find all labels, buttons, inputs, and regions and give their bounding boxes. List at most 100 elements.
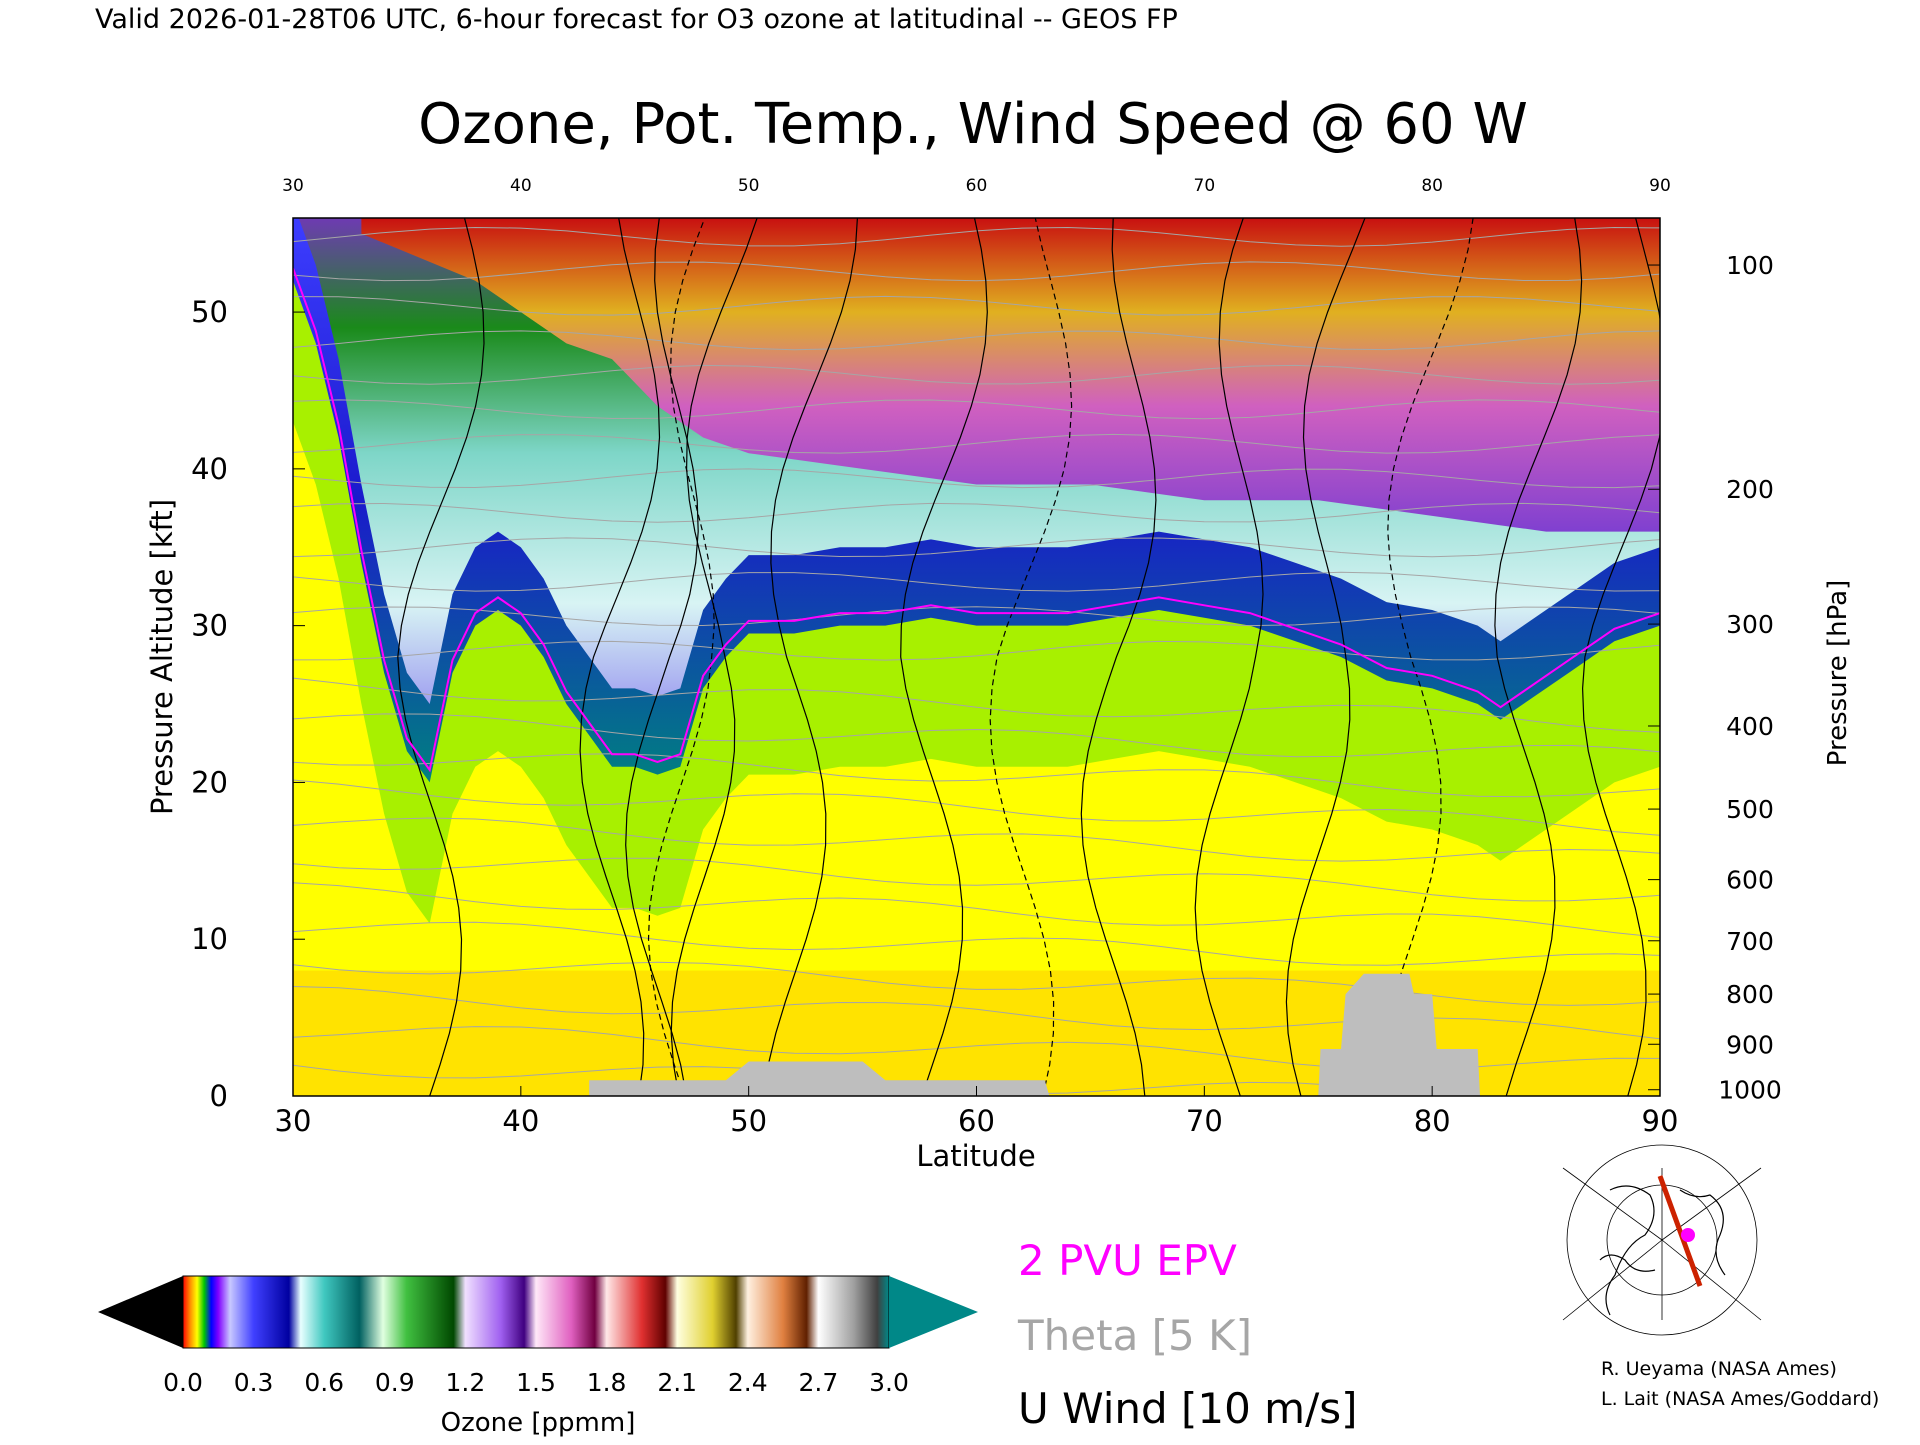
y-axis: 0 10 20 30 40 50 — [191, 295, 305, 1113]
u-wind-contour — [670, 218, 758, 1096]
pressure-tick-label: 600 — [1726, 866, 1774, 895]
credit-line-2: L. Lait (NASA Ames/Goddard) — [1601, 1388, 1879, 1410]
pressure-tick-label: 200 — [1726, 475, 1774, 504]
x-tick-label: 60 — [958, 1104, 995, 1138]
theta-contour — [293, 817, 1660, 862]
u-wind-contours — [397, 218, 1660, 1096]
y-tick-label: 30 — [191, 609, 228, 643]
x-tick-label: 70 — [1186, 1104, 1223, 1138]
theta-contour — [293, 640, 1660, 661]
colorbar-low-arrow — [98, 1276, 183, 1348]
y-tick-label: 0 — [210, 1079, 228, 1113]
y-tick-label: 50 — [191, 295, 228, 329]
theta-contour — [293, 433, 1660, 454]
colorbar-gradient — [182, 1275, 890, 1349]
u-wind-contour — [1581, 218, 1660, 1096]
colorbar-tick-label: 0.9 — [375, 1368, 415, 1397]
x-top-tick-label: 60 — [966, 176, 988, 196]
colorbar-tick-label: 2.4 — [728, 1368, 768, 1397]
chart-title: Ozone, Pot. Temp., Wind Speed @ 60 W — [418, 92, 1528, 157]
theta-contour — [293, 295, 1660, 316]
theta-contour — [293, 779, 1660, 836]
theta-contour — [293, 882, 1660, 938]
right-axis-label: Pressure [hPa] — [1823, 580, 1853, 767]
theta-contour — [293, 713, 1660, 758]
polar-map-icon — [1562, 1144, 1762, 1336]
theta-contour — [293, 364, 1660, 385]
theta-contours — [293, 226, 1660, 1096]
colorbar-tick-label: 1.2 — [446, 1368, 486, 1397]
u-wind-contour — [900, 218, 988, 1096]
theta-contour — [293, 226, 1660, 247]
theta-contour — [293, 857, 1660, 902]
colorbar-high-arrow — [889, 1276, 978, 1348]
legend-epv: 2 PVU EPV — [1018, 1236, 1237, 1285]
pressure-tick-label: 800 — [1726, 980, 1774, 1009]
x-tick-label: 90 — [1642, 1104, 1679, 1138]
theta-contour — [293, 921, 1660, 966]
theta-contour — [293, 261, 1660, 282]
ozone-colorbar: 0.0 0.3 0.6 0.9 1.2 1.5 1.8 2.1 2.4 2.7 3.0 — [98, 1275, 978, 1397]
pressure-tick-label: 300 — [1726, 610, 1774, 639]
u-wind-contour — [579, 218, 661, 1096]
theta-contour — [293, 537, 1660, 558]
legend-theta: Theta [5 K] — [1017, 1311, 1252, 1360]
x-top-tick-label: 40 — [510, 176, 532, 196]
x-tick-label: 80 — [1414, 1104, 1451, 1138]
y-axis-label: Pressure Altitude [kft] — [145, 499, 179, 815]
x-axis: 30 40 50 60 70 80 90 — [275, 1086, 1679, 1138]
colorbar-tick-label: 0.3 — [234, 1368, 274, 1397]
theta-contour — [293, 571, 1660, 592]
theta-contour — [293, 468, 1660, 489]
x-tick-label: 50 — [730, 1104, 767, 1138]
u-wind-contour — [989, 218, 1073, 1096]
terrain-mask — [589, 973, 1481, 1096]
valid-time-header: Valid 2026-01-28T06 UTC, 6-hour forecast… — [95, 4, 1178, 35]
theta-contour — [293, 330, 1660, 351]
legend-uwind: U Wind [10 m/s] — [1018, 1384, 1358, 1433]
pressure-tick-label: 500 — [1726, 795, 1774, 824]
y-tick-label: 40 — [191, 452, 228, 486]
x-tick-label: 30 — [275, 1104, 312, 1138]
u-wind-contour — [763, 218, 858, 1096]
x-axis-label: Latitude — [916, 1139, 1035, 1173]
x-top-tick-label: 30 — [282, 176, 304, 196]
u-wind-contour — [1376, 218, 1474, 1096]
theta-contour — [293, 399, 1660, 420]
colorbar-ticks: 0.0 0.3 0.6 0.9 1.2 1.5 1.8 2.1 2.4 2.7 3.0 — [163, 1368, 909, 1397]
u-wind-contour — [1194, 218, 1264, 1096]
pressure-tick-label: 400 — [1726, 712, 1774, 741]
credit-line-1: R. Ueyama (NASA Ames) — [1601, 1358, 1837, 1380]
colorbar-tick-label: 0.0 — [163, 1368, 203, 1397]
colorbar-tick-label: 2.7 — [799, 1368, 839, 1397]
colorbar-tick-label: 1.8 — [587, 1368, 627, 1397]
u-wind-contour — [1285, 218, 1366, 1096]
theta-contour — [293, 502, 1660, 523]
u-wind-contour — [1494, 218, 1583, 1096]
x-top-tick-label: 90 — [1649, 176, 1671, 196]
x-top-tick-label: 80 — [1421, 176, 1443, 196]
u-wind-contour — [397, 218, 485, 1096]
pressure-tick-label: 900 — [1726, 1030, 1774, 1059]
theta-contour — [293, 677, 1660, 733]
u-wind-contour — [647, 218, 715, 1096]
plot-area — [293, 218, 1660, 1096]
u-wind-contour — [625, 218, 699, 1096]
upper-stratosphere-region — [361, 218, 1660, 532]
x-tick-label: 40 — [502, 1104, 539, 1138]
y-tick-label: 10 — [191, 922, 228, 956]
u-wind-contour — [1080, 218, 1157, 1096]
pressure-tick-label: 1000 — [1718, 1076, 1782, 1105]
colorbar-tick-label: 2.1 — [657, 1368, 697, 1397]
x-top-tick-label: 70 — [1194, 176, 1216, 196]
epv-2pvu-contour — [293, 267, 1660, 773]
colorbar-tick-label: 3.0 — [869, 1368, 909, 1397]
x-axis-top: 30 40 50 60 70 80 90 — [282, 176, 1671, 196]
pressure-tick-label: 700 — [1726, 927, 1774, 956]
pressure-axis: 100 200 300 400 500 600 700 800 900 1000 — [1648, 251, 1782, 1105]
pressure-tick-label: 100 — [1726, 251, 1774, 280]
colorbar-label: Ozone [ppmm] — [441, 1408, 636, 1438]
colorbar-tick-label: 0.6 — [304, 1368, 344, 1397]
